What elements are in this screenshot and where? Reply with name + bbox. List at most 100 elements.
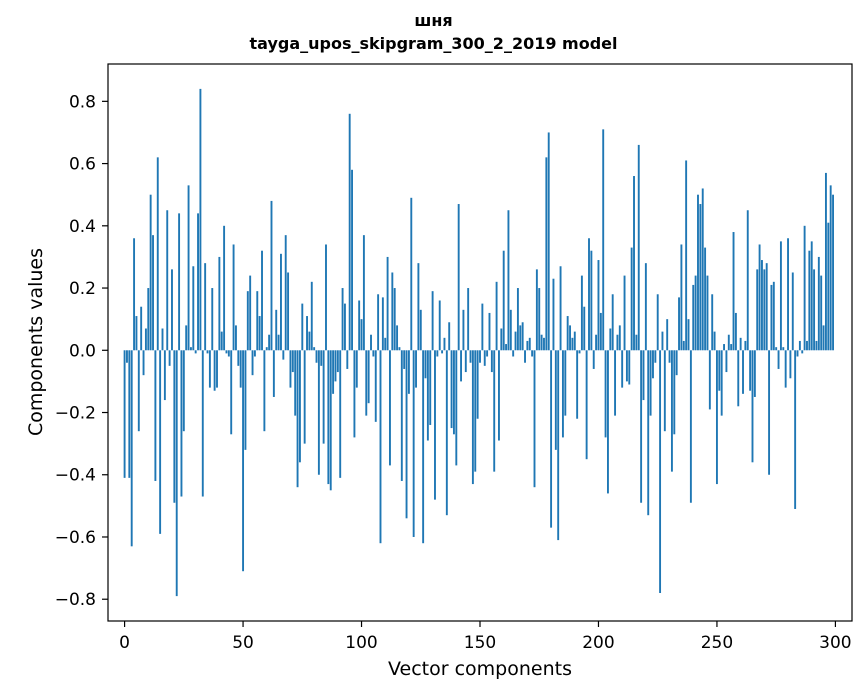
bar [486, 350, 489, 357]
bar [699, 204, 702, 351]
bar [727, 334, 730, 351]
bar [469, 350, 472, 363]
bar [784, 350, 787, 388]
bar [633, 176, 635, 351]
bar [142, 350, 145, 376]
bar [351, 169, 353, 351]
bar [308, 331, 311, 351]
bar [362, 235, 365, 351]
bar [457, 204, 460, 351]
bar [348, 113, 351, 351]
bar [275, 309, 278, 351]
bar [261, 250, 263, 351]
bar [301, 303, 304, 351]
bar [277, 334, 280, 351]
bar [711, 294, 714, 351]
bar [557, 350, 560, 541]
bar [749, 350, 752, 391]
bar [680, 244, 683, 351]
bar [443, 337, 446, 351]
bar [268, 334, 271, 351]
bar [528, 337, 531, 351]
bar [462, 309, 465, 351]
bar [211, 288, 214, 351]
x-tick-label: 150 [464, 633, 496, 653]
bar [180, 350, 183, 497]
bar [697, 194, 699, 351]
bar [370, 334, 372, 351]
bar [303, 350, 306, 444]
bar [325, 244, 327, 351]
bar [630, 247, 633, 351]
bar [649, 350, 652, 416]
bar [535, 269, 538, 351]
bar [298, 350, 301, 463]
bar [808, 250, 811, 351]
bar [126, 350, 128, 363]
bar [768, 350, 771, 475]
bar [540, 334, 543, 351]
bar [135, 316, 138, 351]
bar [476, 350, 479, 419]
bar [294, 350, 297, 416]
bar [625, 350, 628, 382]
bar [744, 340, 747, 351]
bar [206, 350, 209, 354]
bar [789, 350, 792, 379]
bar [678, 297, 680, 351]
bar [689, 350, 692, 503]
bar [355, 350, 358, 388]
bar [287, 272, 290, 351]
bar [538, 288, 541, 351]
bar [564, 350, 567, 416]
bar [343, 303, 346, 351]
bar [471, 350, 474, 485]
bar [154, 350, 157, 481]
bar [374, 350, 377, 422]
bar [445, 350, 448, 516]
bar [230, 350, 233, 435]
x-tick-label: 250 [701, 633, 733, 653]
bar [550, 350, 553, 528]
bar [723, 344, 725, 351]
bar [507, 210, 510, 351]
bar [358, 300, 361, 351]
bar [194, 350, 197, 354]
bar [422, 350, 425, 544]
bar [182, 350, 185, 432]
bar [220, 331, 223, 351]
bar [386, 256, 389, 351]
bar [334, 350, 337, 382]
bar [156, 157, 159, 351]
bar [806, 340, 808, 351]
bar [642, 350, 645, 401]
bar [580, 275, 583, 351]
x-axis-ticks: 0 50 100 150 200 250 300 [119, 621, 852, 653]
bar [384, 337, 387, 351]
bar [611, 294, 614, 351]
bar [817, 256, 820, 351]
bar [725, 350, 728, 373]
bar [426, 350, 429, 441]
bar [554, 350, 557, 450]
bar [464, 350, 467, 373]
bar [144, 328, 147, 351]
bar [389, 350, 391, 466]
bar [730, 344, 733, 351]
bar [772, 281, 775, 351]
bar [246, 291, 249, 351]
bar [455, 350, 458, 466]
bar [820, 275, 823, 351]
bar [490, 350, 493, 373]
bar [765, 263, 768, 351]
bar [661, 331, 664, 351]
bar [685, 160, 688, 351]
bar [450, 350, 453, 429]
y-tick-label: 0.2 [69, 279, 96, 299]
bar [708, 350, 711, 410]
bar [498, 350, 500, 441]
bar [595, 334, 598, 351]
chart-title-line-1: шня [414, 11, 453, 30]
